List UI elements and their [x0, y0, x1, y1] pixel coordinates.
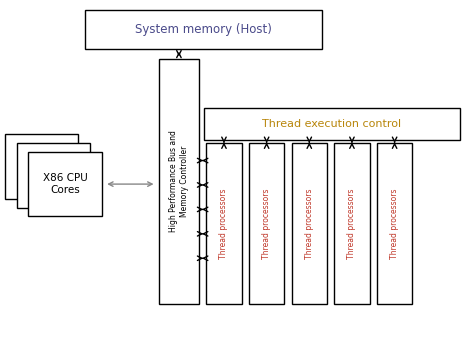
Bar [5, 134, 78, 199]
Bar [334, 143, 370, 304]
Text: System memory (Host): System memory (Host) [136, 23, 272, 36]
Bar [377, 143, 412, 304]
Text: X86 CPU
Cores: X86 CPU Cores [43, 173, 88, 195]
Bar [292, 143, 327, 304]
Bar [206, 143, 242, 304]
Text: Thread processors: Thread processors [219, 188, 228, 259]
Bar [159, 59, 199, 304]
Text: Thread processors: Thread processors [390, 188, 399, 259]
Text: High Performance Bus and
Memory Controller: High Performance Bus and Memory Controll… [169, 131, 189, 232]
Text: Thread execution control: Thread execution control [262, 119, 401, 129]
Bar [17, 143, 90, 208]
Bar [204, 108, 460, 140]
Text: Thread processors: Thread processors [262, 188, 271, 259]
Bar [85, 10, 322, 49]
Bar [249, 143, 284, 304]
Text: Thread processors: Thread processors [305, 188, 314, 259]
Bar [28, 152, 102, 216]
Text: Thread processors: Thread processors [347, 188, 356, 259]
